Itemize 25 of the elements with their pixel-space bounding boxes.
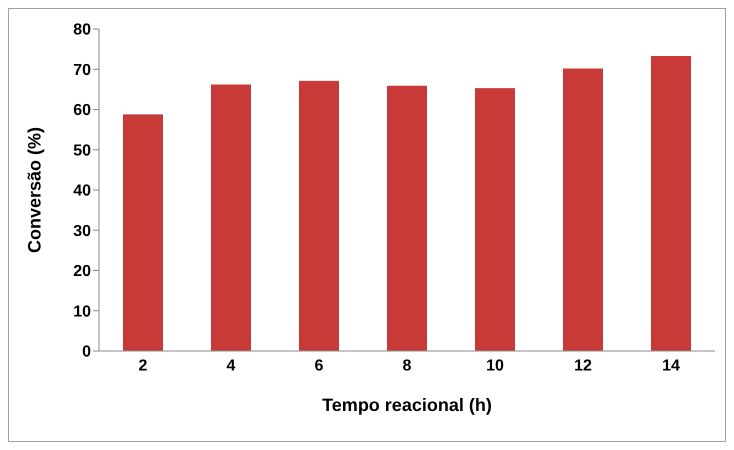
y-axis-title: Conversão (%) (24, 126, 44, 254)
x-tick-label: 8 (402, 357, 412, 374)
bar (211, 84, 251, 351)
y-tick-label: 30 (73, 222, 92, 240)
bar (299, 80, 339, 351)
y-tick-label: 60 (73, 102, 92, 120)
y-tick-label: 40 (73, 182, 92, 200)
y-tick-label: 20 (73, 263, 92, 280)
y-tick-label: 80 (73, 22, 92, 39)
x-tick-label: 4 (226, 357, 236, 374)
x-axis-title: Tempo reacional (h) (322, 395, 492, 415)
bar (387, 86, 427, 351)
bar (563, 68, 603, 351)
x-tick-label: 10 (486, 357, 504, 374)
y-tick-label: 50 (73, 142, 92, 160)
bar (123, 114, 163, 351)
y-tick-label: 10 (73, 303, 92, 320)
y-tick-label: 70 (73, 62, 92, 79)
x-tick-label: 14 (662, 357, 680, 374)
y-tick-label: 0 (82, 344, 92, 361)
x-tick-label: 6 (314, 357, 324, 374)
bar (475, 88, 515, 351)
bar (651, 56, 691, 351)
x-tick-label: 2 (138, 357, 148, 374)
x-tick-label: 12 (574, 357, 592, 374)
